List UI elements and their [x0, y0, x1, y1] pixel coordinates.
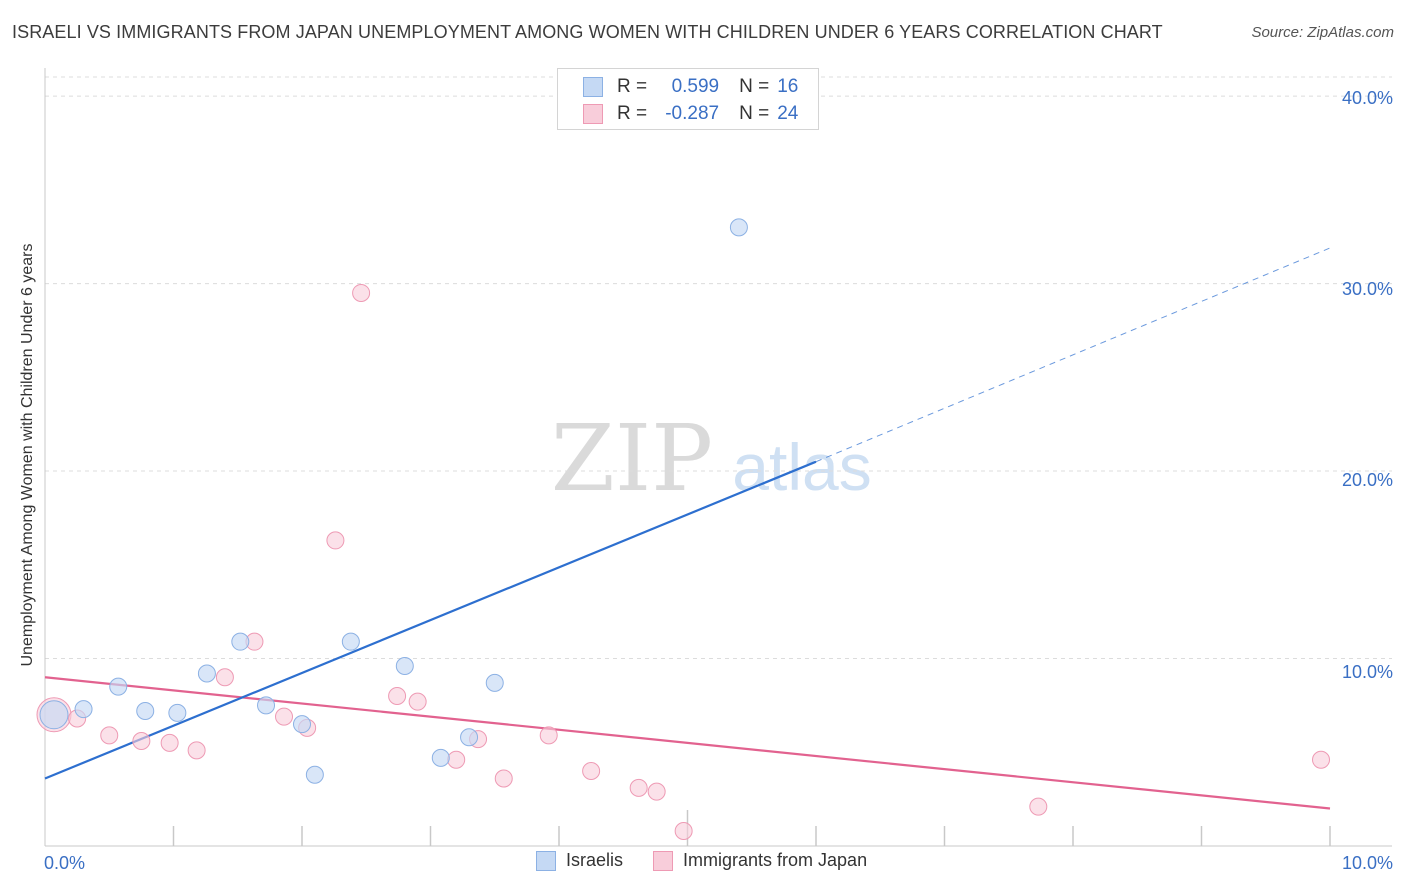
point-israelis-15 — [729, 218, 748, 237]
israelis-r-value: 0.599 — [671, 76, 720, 97]
point-japan-12 — [388, 687, 407, 706]
point-israelis-2 — [109, 677, 128, 696]
point-japan-14 — [447, 750, 466, 769]
point-japan-2 — [100, 726, 119, 745]
bottom-legend: Israelis Immigrants from Japan — [536, 850, 897, 871]
japan-r-label: R = — [617, 103, 648, 124]
stats-legend: R = 0.599 N = 16 R = -0.287 N = 24 — [557, 68, 819, 130]
point-japan-13 — [408, 692, 427, 711]
legend-swatch-japan — [653, 850, 674, 871]
japan-n-value: 24 — [777, 103, 799, 124]
point-israelis-13 — [460, 728, 479, 747]
tick-labels: 0.0% 10.0% 10.0% 20.0% 30.0% 40.0% — [44, 88, 1393, 873]
point-japan-8 — [275, 707, 294, 726]
point-israelis-11 — [395, 657, 414, 676]
point-japan-18 — [582, 762, 601, 781]
y-tick-label-10: 10.0% — [1342, 662, 1393, 682]
israelis-n-value: 16 — [777, 76, 799, 97]
point-israelis-0 — [39, 700, 69, 730]
israelis-r-label: R = — [617, 76, 648, 97]
trend-line-israelis-extension — [815, 247, 1331, 463]
legend-item-israelis: Israelis — [536, 850, 623, 871]
point-israelis-10 — [341, 632, 360, 651]
point-israelis-12 — [431, 748, 450, 767]
israelis-swatch — [583, 77, 603, 97]
point-japan-5 — [187, 741, 206, 760]
legend-swatch-israelis — [536, 850, 556, 871]
point-israelis-4 — [168, 703, 187, 722]
israelis-n-label: N = — [739, 76, 770, 97]
point-israelis-9 — [305, 765, 324, 784]
point-japan-6 — [215, 668, 234, 687]
y-tick-label-20: 20.0% — [1342, 470, 1393, 490]
y-tick-label-30: 30.0% — [1342, 279, 1393, 299]
point-japan-22 — [1029, 797, 1048, 816]
point-japan-11 — [352, 283, 371, 302]
japan-r-value: -0.287 — [665, 103, 720, 124]
legend-item-japan: Immigrants from Japan — [653, 850, 867, 871]
point-japan-16 — [494, 769, 513, 788]
point-israelis-7 — [257, 696, 276, 715]
trend-line-israelis — [44, 460, 817, 780]
source-label: Source: ZipAtlas.com — [1251, 24, 1394, 41]
point-japan-3 — [132, 732, 151, 751]
trend-line-japan — [44, 676, 1331, 810]
point-japan-21 — [674, 822, 693, 841]
point-japan-19 — [629, 778, 648, 797]
point-israelis-1 — [74, 700, 93, 719]
legend-label-japan: Immigrants from Japan — [683, 850, 868, 870]
point-japan-23 — [1312, 750, 1331, 769]
japan-swatch — [583, 104, 603, 124]
point-israelis-6 — [231, 632, 250, 651]
stats-row-japan: R = -0.287 N = 24 — [583, 101, 798, 127]
x-tick-label-1: 10.0% — [1342, 853, 1393, 873]
point-japan-4 — [160, 733, 179, 752]
axes — [44, 68, 1392, 847]
grid-lines — [45, 76, 1392, 660]
trend-lines — [44, 247, 1331, 810]
legend-label-israelis: Israelis — [566, 850, 624, 870]
point-israelis-3 — [136, 702, 155, 721]
point-japan-10 — [326, 531, 345, 550]
point-japan-17 — [539, 726, 558, 745]
x-tick-label-0: 0.0% — [44, 853, 85, 873]
data-points — [36, 218, 1331, 841]
chart-title: ISRAELI VS IMMIGRANTS FROM JAPAN UNEMPLO… — [12, 22, 1163, 42]
y-tick-label-40: 40.0% — [1342, 88, 1393, 108]
watermark: ZIP atlas — [551, 405, 872, 512]
japan-n-label: N = — [739, 103, 770, 124]
stats-row-israelis: R = 0.599 N = 16 — [583, 74, 798, 100]
watermark-zip: ZIP — [551, 405, 713, 512]
point-japan-20 — [647, 782, 666, 801]
point-israelis-5 — [197, 664, 216, 683]
point-israelis-8 — [293, 715, 311, 734]
point-israelis-14 — [485, 673, 504, 692]
